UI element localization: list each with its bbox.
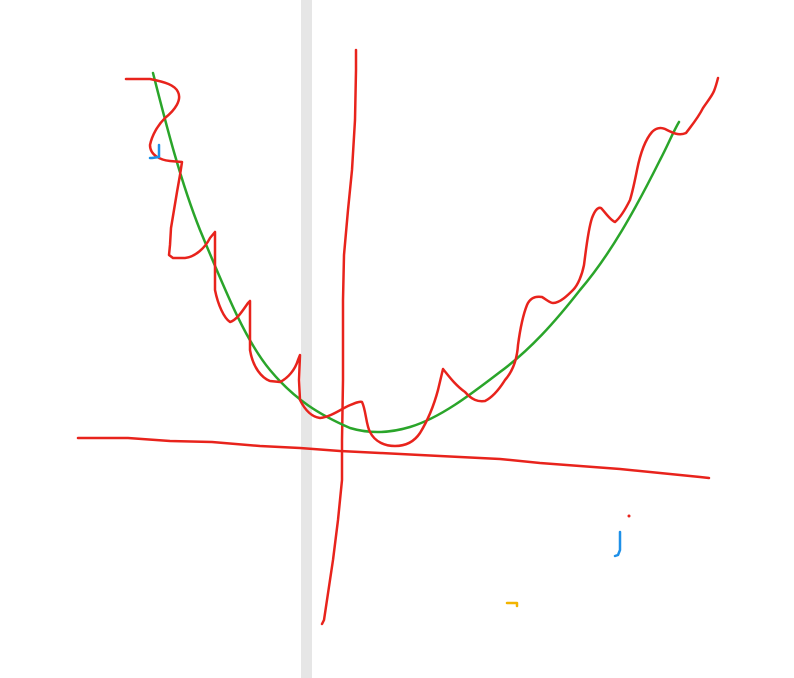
blue-mark-left <box>148 143 161 160</box>
red-dot <box>627 514 631 518</box>
jagged-approximation-stroke <box>124 76 720 448</box>
y-axis-stroke <box>320 48 358 626</box>
blue-mark-right <box>613 530 622 558</box>
yellow-mark <box>505 601 519 608</box>
vertical-divider <box>301 0 312 678</box>
x-axis-stroke <box>76 436 711 480</box>
smooth-parabola-stroke <box>151 71 681 434</box>
